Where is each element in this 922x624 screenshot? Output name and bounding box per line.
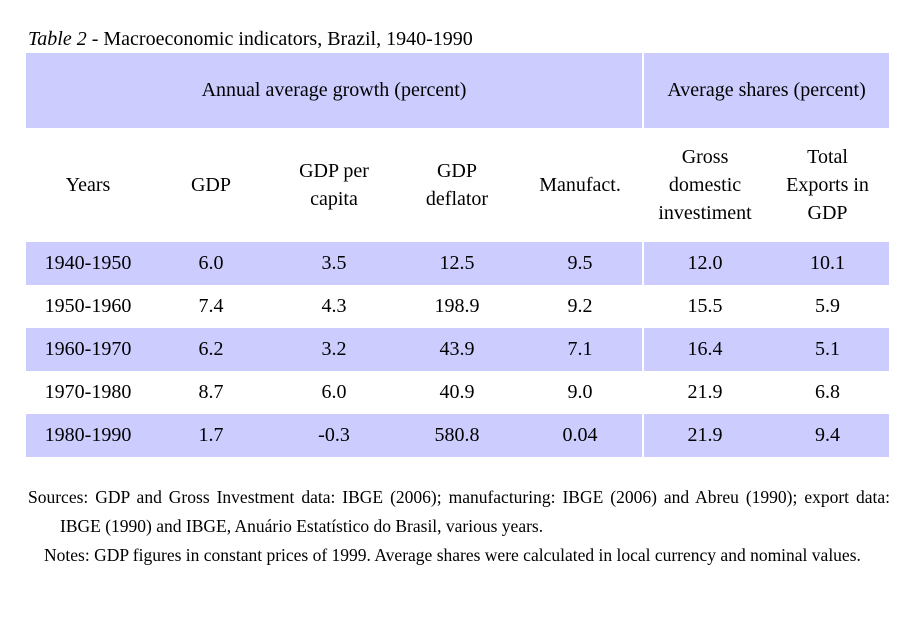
cell-gdp-deflator: 40.9 [439, 381, 475, 403]
table-caption: Table 2 - Macroeconomic indicators, Braz… [28, 27, 473, 51]
cell-years: 1960-1970 [26, 328, 150, 371]
cell-exports: 5.1 [766, 328, 890, 371]
cell-gdp-per-capita: 3.5 [272, 242, 396, 285]
col-header-years: Years [26, 128, 150, 242]
cell-exports: 5.9 [815, 295, 841, 317]
cell-manufact: 7.1 [518, 328, 643, 371]
sources-note: Sources: GDP and Gross Investment data: … [28, 487, 890, 536]
cell-investment: 12.0 [644, 242, 767, 285]
group-header-shares: Average shares (percent) [644, 53, 890, 128]
cell-investment: 15.5 [687, 295, 723, 317]
cell-gdp: 6.2 [150, 328, 272, 371]
cell-gdp-deflator: 43.9 [396, 328, 518, 371]
cell-years: 1970-1980 [44, 381, 132, 403]
cell-investment: 21.9 [687, 381, 723, 403]
column-header-row: Years GDP GDP per capita GDP deflator Manu… [26, 128, 890, 242]
table-row: 1950-1960 7.4 4.3 198.9 9.2 15.5 5.9 [26, 285, 889, 328]
cell-manufact: 9.0 [567, 381, 593, 403]
col-header-investment: Gross domestic investiment [644, 128, 767, 242]
col-header-manufact: Manufact. [518, 128, 643, 242]
cell-gdp: 7.4 [198, 295, 224, 317]
cell-exports: 6.8 [815, 381, 841, 403]
cell-gdp: 1.7 [150, 414, 272, 457]
cell-gdp-deflator: 198.9 [434, 295, 480, 317]
col-header-gdp-per-capita: GDP per capita [272, 128, 396, 242]
cell-years: 1980-1990 [26, 414, 150, 457]
cell-investment: 21.9 [644, 414, 767, 457]
cell-investment: 16.4 [644, 328, 767, 371]
table-notes: Sources: GDP and Gross Investment data: … [28, 483, 890, 570]
macro-indicators-table: Annual average growth (percent) Average … [26, 53, 890, 457]
cell-exports: 9.4 [766, 414, 890, 457]
table-row: 1980-1990 1.7 -0.3 580.8 0.04 21.9 9.4 [26, 414, 890, 457]
table-row: 1940-1950 6.0 3.5 12.5 9.5 12.0 10.1 [26, 242, 890, 285]
cell-manufact: 9.2 [567, 295, 593, 317]
col-header-gdp: GDP [150, 128, 272, 242]
cell-gdp-per-capita: 3.2 [272, 328, 396, 371]
table-title: - Macroeconomic indicators, Brazil, 1940… [86, 28, 473, 50]
cell-gdp-per-capita: -0.3 [272, 414, 396, 457]
group-header-growth: Annual average growth (percent) [26, 53, 643, 128]
cell-gdp-per-capita: 4.3 [321, 295, 347, 317]
col-header-gdp-deflator: GDP deflator [396, 128, 518, 242]
table-row: 1960-1970 6.2 3.2 43.9 7.1 16.4 5.1 [26, 328, 890, 371]
notes-note: Notes: GDP figures in constant prices of… [44, 545, 861, 565]
cell-gdp-deflator: 580.8 [396, 414, 518, 457]
cell-gdp-per-capita: 6.0 [321, 381, 347, 403]
cell-manufact: 9.5 [518, 242, 643, 285]
col-header-exports: Total Exports in GDP [766, 128, 890, 242]
cell-years: 1940-1950 [26, 242, 150, 285]
cell-exports: 10.1 [766, 242, 890, 285]
cell-gdp-deflator: 12.5 [396, 242, 518, 285]
cell-manufact: 0.04 [518, 414, 643, 457]
group-header-row: Annual average growth (percent) Average … [26, 53, 890, 128]
cell-gdp: 8.7 [198, 381, 224, 403]
table-row: 1970-1980 8.7 6.0 40.9 9.0 21.9 6.8 [26, 371, 889, 414]
table-label: Table 2 [28, 28, 87, 50]
cell-years: 1950-1960 [44, 295, 132, 317]
cell-gdp: 6.0 [150, 242, 272, 285]
